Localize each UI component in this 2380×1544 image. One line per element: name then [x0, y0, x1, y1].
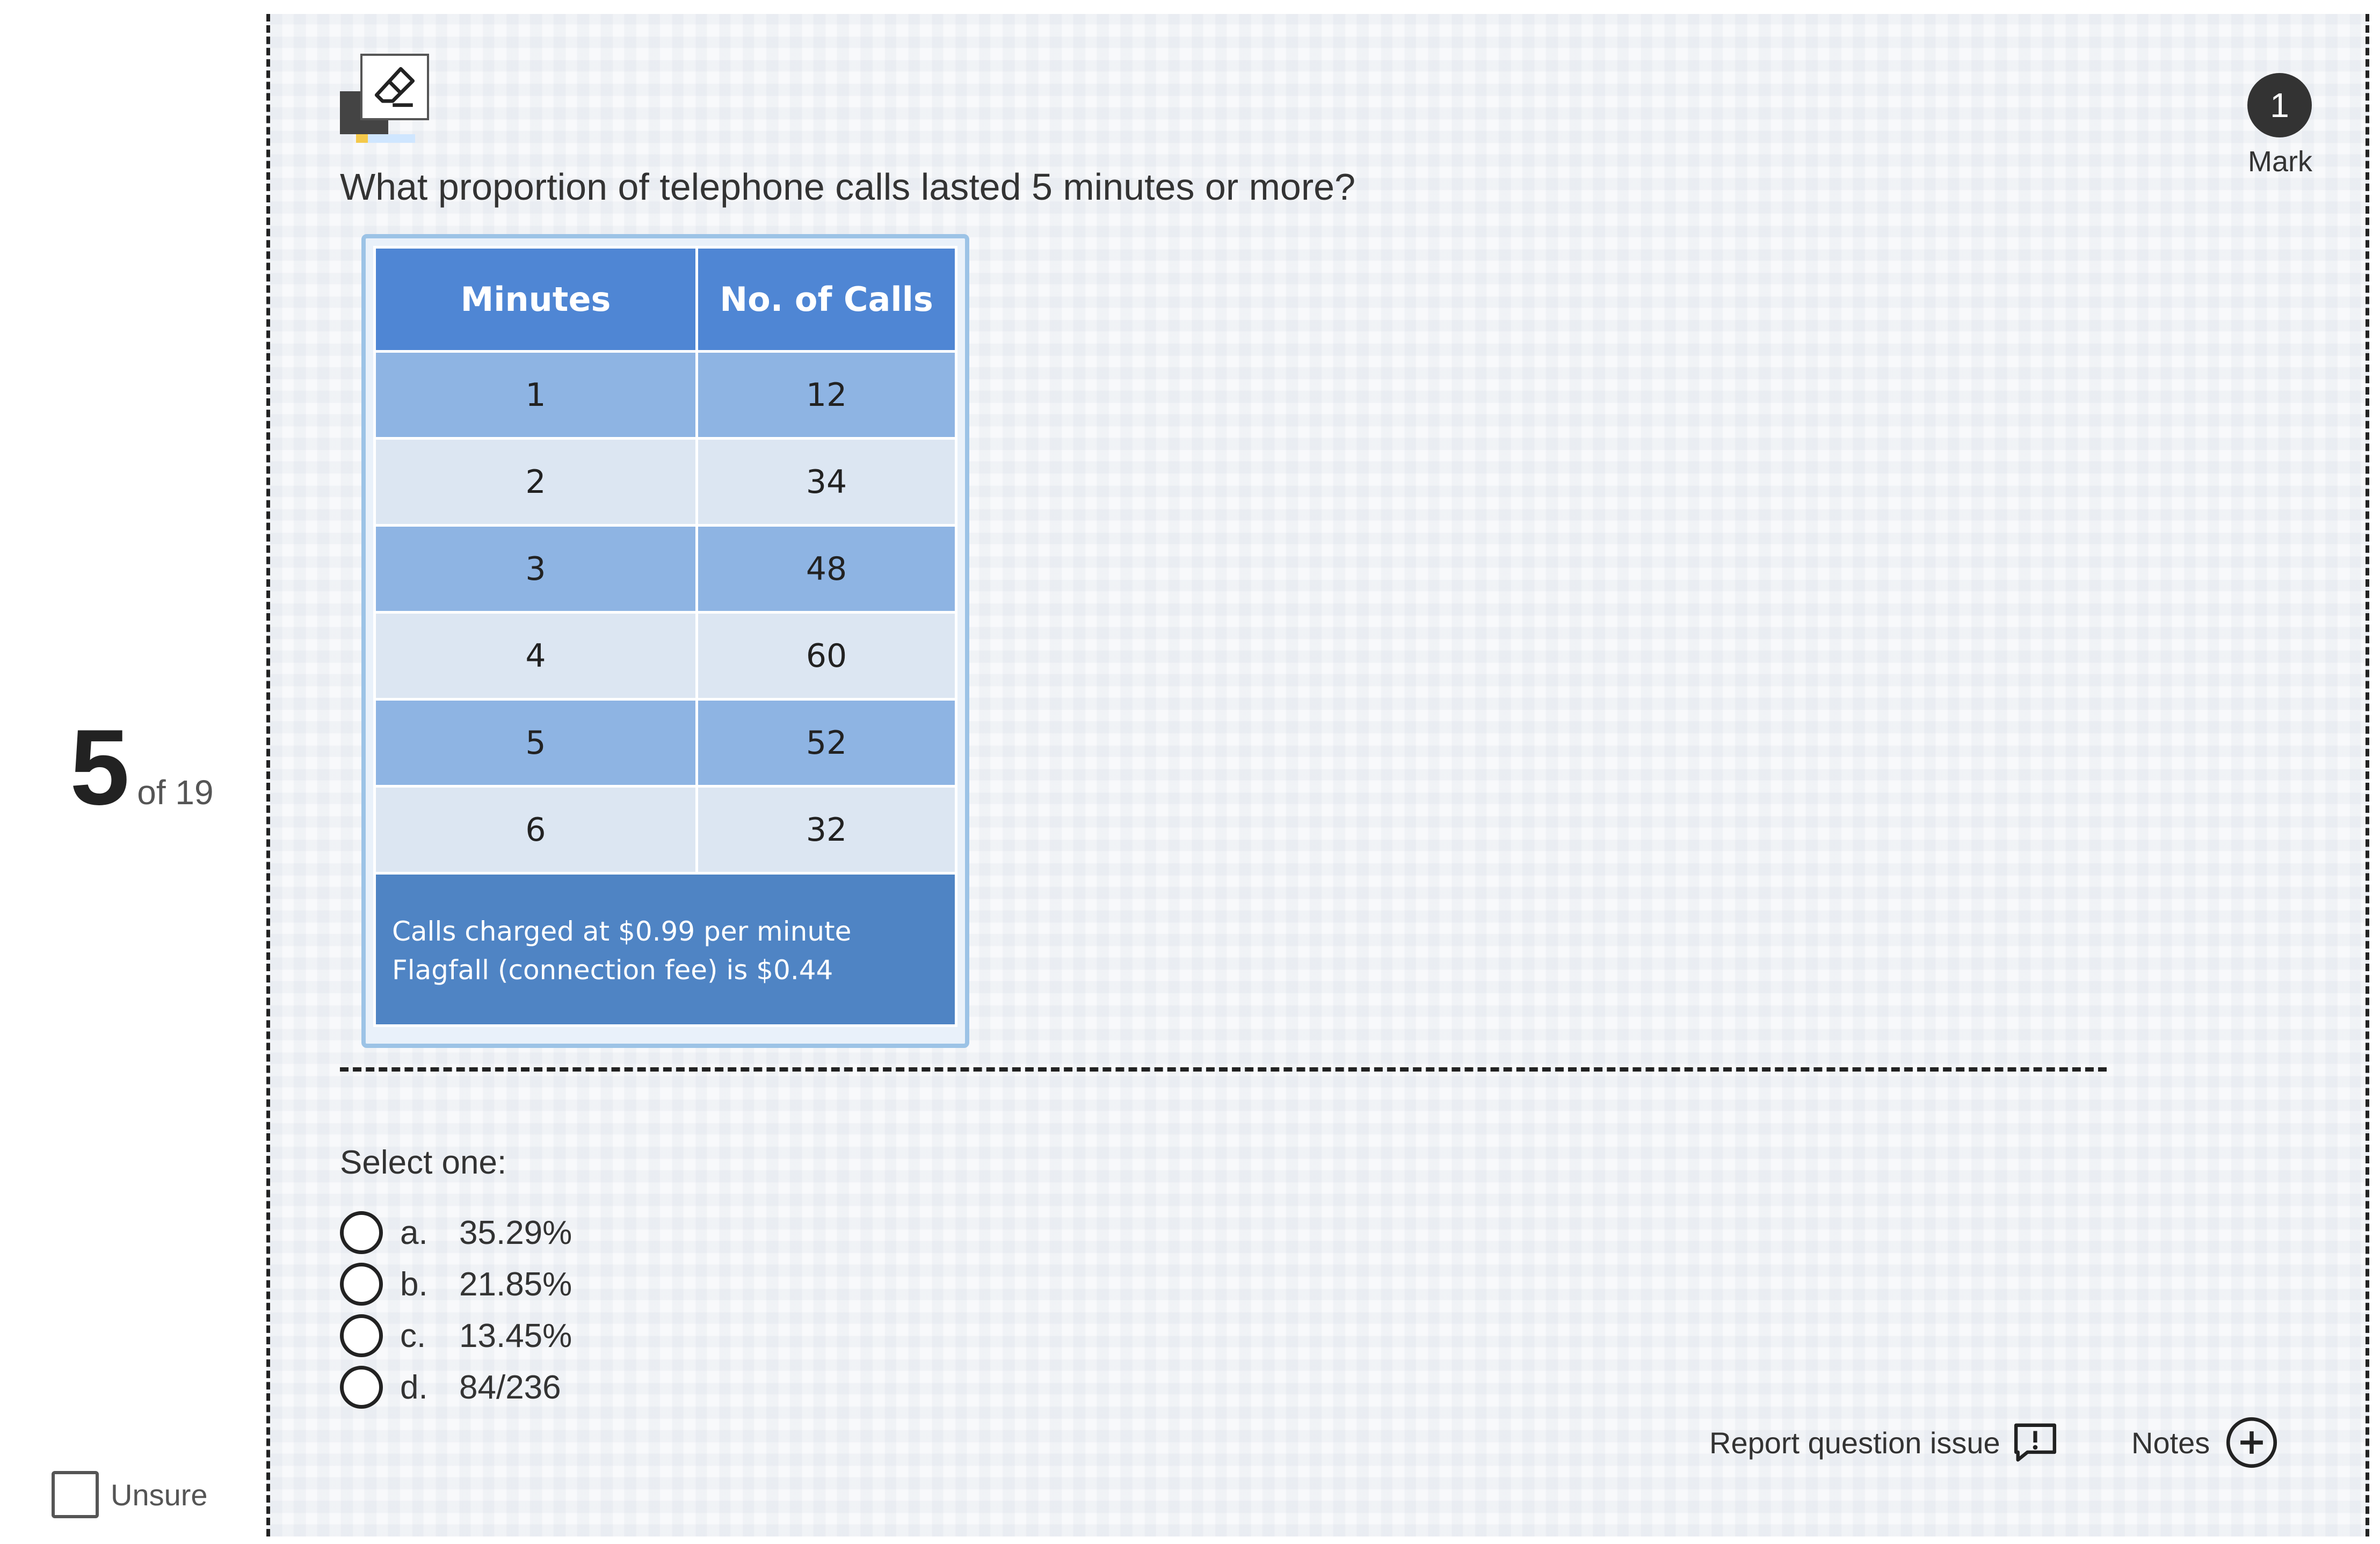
- option-letter: a.: [400, 1214, 428, 1251]
- question-text: What proportion of telephone calls laste…: [340, 166, 1356, 208]
- report-issue-icon[interactable]: [2012, 1421, 2058, 1464]
- table-cell-calls: 52: [695, 698, 957, 788]
- option-b[interactable]: b. 21.85%: [340, 1258, 572, 1310]
- option-text[interactable]: 21.85%: [459, 1265, 572, 1303]
- question-panel: 1 Mark What proportion of telephone call…: [266, 14, 2369, 1536]
- notes-label[interactable]: Notes: [2131, 1425, 2210, 1460]
- table-notes: Calls charged at $0.99 per minute Flagfa…: [373, 875, 957, 1027]
- table-cell-minutes: 4: [373, 611, 698, 701]
- option-d-radio[interactable]: [340, 1366, 383, 1409]
- question-total: of 19: [137, 773, 214, 812]
- answer-options: a. 35.29% b. 21.85% c. 13.45% d. 84/236: [340, 1207, 572, 1413]
- report-question-issue-button[interactable]: Report question issue: [1709, 1413, 2058, 1472]
- calls-table: Minutes No. of Calls 1 12 2 34 3 48 4 60…: [373, 246, 957, 875]
- table-cell-calls: 12: [695, 350, 957, 440]
- notes-button[interactable]: Notes: [2131, 1413, 2279, 1472]
- report-question-issue-label[interactable]: Report question issue: [1709, 1425, 2000, 1460]
- question-number: 5: [70, 708, 130, 827]
- option-text[interactable]: 13.45%: [459, 1317, 572, 1354]
- table-note-rate: Calls charged at $0.99 per minute: [392, 916, 852, 947]
- table-header-minutes: Minutes: [373, 246, 698, 353]
- option-d[interactable]: d. 84/236: [340, 1361, 572, 1413]
- unsure-label: Unsure: [111, 1477, 208, 1512]
- table-cell-minutes: 1: [373, 350, 698, 440]
- table-cell-minutes: 2: [373, 437, 698, 527]
- table-row: 5 52: [373, 698, 957, 788]
- table-note-flagfall: Flagfall (connection fee) is $0.44: [392, 955, 833, 986]
- option-letter: d.: [400, 1368, 428, 1406]
- select-one-label: Select one:: [340, 1144, 507, 1181]
- question-counter: 5 of 19: [70, 714, 214, 821]
- mark-badge: 1: [2247, 73, 2312, 137]
- table-cell-minutes: 5: [373, 698, 698, 788]
- unsure-checkbox[interactable]: Unsure: [52, 1471, 208, 1518]
- question-divider: [340, 1067, 2107, 1072]
- option-a[interactable]: a. 35.29%: [340, 1207, 572, 1258]
- table-row: 3 48: [373, 524, 957, 614]
- table-row: 4 60: [373, 611, 957, 701]
- table-cell-minutes: 3: [373, 524, 698, 614]
- table-cell-calls: 32: [695, 785, 957, 875]
- table-row: 1 12: [373, 350, 957, 440]
- calls-table-image: Minutes No. of Calls 1 12 2 34 3 48 4 60…: [361, 234, 969, 1048]
- option-c-radio[interactable]: [340, 1314, 383, 1357]
- option-text[interactable]: 35.29%: [459, 1214, 572, 1251]
- table-cell-calls: 60: [695, 611, 957, 701]
- eraser-tool-button[interactable]: [340, 54, 429, 161]
- option-b-radio[interactable]: [340, 1263, 383, 1306]
- option-letter: b.: [400, 1265, 428, 1303]
- table-cell-minutes: 6: [373, 785, 698, 875]
- eraser-icon[interactable]: [360, 54, 429, 120]
- option-text[interactable]: 84/236: [459, 1368, 561, 1406]
- option-c[interactable]: c. 13.45%: [340, 1310, 572, 1361]
- unsure-checkbox-box[interactable]: [52, 1471, 99, 1518]
- left-rail: 5 of 19 Unsure: [0, 0, 269, 1544]
- eraser-tool-stripe: [356, 134, 415, 143]
- mark-label: Mark: [2248, 145, 2312, 178]
- table-row: 2 34: [373, 437, 957, 527]
- table-cell-calls: 48: [695, 524, 957, 614]
- add-note-icon[interactable]: [2225, 1416, 2279, 1469]
- option-letter: c.: [400, 1317, 426, 1354]
- table-header-row: Minutes No. of Calls: [373, 246, 957, 353]
- table-header-calls: No. of Calls: [695, 246, 957, 353]
- option-a-radio[interactable]: [340, 1211, 383, 1254]
- table-row: 6 32: [373, 785, 957, 875]
- table-cell-calls: 34: [695, 437, 957, 527]
